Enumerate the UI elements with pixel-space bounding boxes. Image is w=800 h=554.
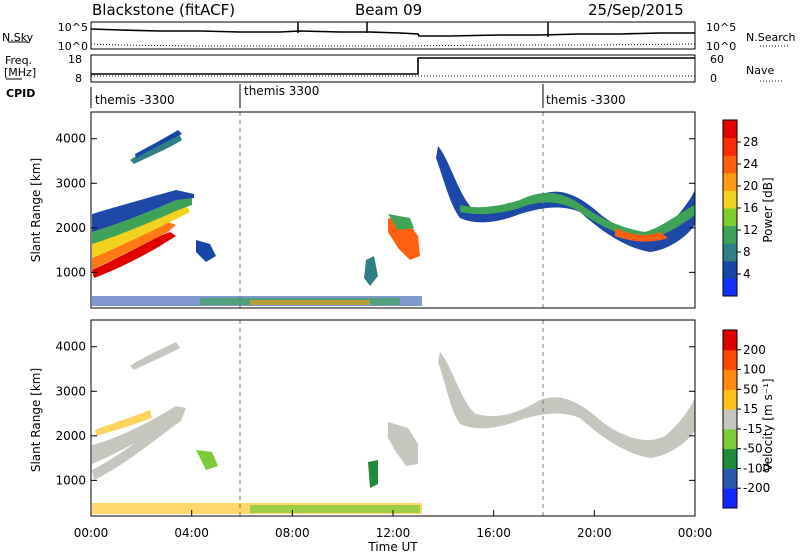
velocity-ylabel: Slant Range [km]: [29, 368, 43, 472]
colorbar-tick-label: -200: [743, 481, 770, 495]
nsearch-label: N.Search: [746, 31, 796, 44]
freq-unit: [MHz]: [4, 66, 37, 79]
colorbar-tick-label: 15: [743, 402, 758, 416]
colorbar-segment: [723, 409, 737, 430]
velocity-colorbar-label: Velocity [m s⁻¹]: [761, 378, 775, 471]
colorbar-segment: [723, 349, 737, 371]
freq-label: Freq.: [5, 54, 33, 67]
xtick-label: 00:00: [74, 526, 109, 540]
ytick-label: 1000: [55, 473, 86, 487]
colorbar-segment: [723, 389, 737, 410]
noise-tick-bottom: 10^0: [58, 40, 88, 53]
nsky-line: [90, 28, 695, 37]
cpid-segment-3: themis -3300: [546, 93, 626, 107]
colorbar-segment: [723, 120, 737, 139]
colorbar-tick-label: 20: [743, 179, 758, 193]
nsky-label: N.Sky: [2, 31, 34, 44]
colorbar-tick-label: 100: [743, 363, 766, 377]
colorbar-segment: [723, 278, 737, 297]
colorbar-segment: [723, 243, 737, 262]
power-panel: Slant Range [km] 1000 2000 3000 4000: [29, 111, 696, 309]
colorbar-segment: [723, 155, 737, 174]
colorbar-segment: [723, 208, 737, 227]
nsearch-line: [90, 43, 696, 47]
colorbar-tick-label: 50: [743, 382, 758, 396]
freq-line: [91, 57, 695, 75]
nave-tick-top: 60: [710, 53, 724, 66]
colorbar-tick-label: -50: [743, 442, 763, 456]
noise-tick-top: 10^5: [58, 21, 88, 34]
colorbar-segment: [723, 260, 737, 279]
xtick-label: 20:00: [577, 526, 612, 540]
velocity-colorbar: 200 100 50 15 -15 -50 -100 -200: [722, 329, 770, 509]
colorbar-tick-label: 24: [743, 157, 758, 171]
cpid-label: CPID: [6, 87, 36, 100]
colorbar-segment: [723, 369, 737, 390]
noise-tick-bottom-right: 10^0: [706, 40, 736, 53]
cpid-segment-1: themis -3300: [95, 93, 175, 107]
colorbar-tick-label: 4: [743, 267, 751, 281]
xtick-label: 12:00: [376, 526, 411, 540]
colorbar-segment: [723, 190, 737, 209]
colorbar-segment: [723, 488, 737, 509]
colorbar-tick-label: -15: [743, 422, 763, 436]
freq-tick-top: 18: [68, 53, 82, 66]
ytick-label: 2000: [55, 221, 86, 235]
colorbar-segment: [723, 468, 737, 489]
colorbar-tick-label: 16: [743, 201, 758, 215]
colorbar-tick-label: -100: [743, 461, 770, 475]
colorbar-segment: [723, 448, 737, 469]
ytick-label: 3000: [55, 384, 86, 398]
colorbar-tick-label: 8: [743, 245, 751, 259]
colorbar-frame: [722, 329, 738, 509]
noise-tick-top-right: 10^5: [706, 21, 736, 34]
power-ylabel: Slant Range [km]: [29, 158, 43, 262]
power-heatmap: [92, 130, 695, 306]
colorbar-tick-label: 12: [743, 223, 758, 237]
beam-label: Beam 09: [355, 1, 423, 19]
noise-panel: 10^5 10^0 10^5 10^0: [8, 21, 790, 53]
ytick-label: 4000: [55, 132, 86, 146]
colorbar-segment: [723, 330, 737, 351]
colorbar-tick-label: 200: [743, 343, 766, 357]
cpid-row: themis -3300 themis 3300 themis -3300: [90, 84, 626, 108]
freq-tick-bottom: 8: [75, 72, 82, 85]
velocity-yaxis: 1000 2000 3000 4000: [55, 340, 695, 487]
velocity-heatmap: [92, 342, 695, 514]
ytick-label: 1000: [55, 265, 86, 279]
xtick-label: 04:00: [174, 526, 209, 540]
colorbar-segment: [723, 428, 737, 450]
xtick-label: 00:00: [678, 526, 713, 540]
colorbar-segment: [723, 172, 737, 191]
power-yaxis: 1000 2000 3000 4000: [55, 132, 695, 279]
power-colorbar: 28 24 20 16 12 8 4: [722, 119, 758, 297]
xtick-label: 08:00: [275, 526, 310, 540]
ytick-label: 2000: [55, 429, 86, 443]
cpid-segment-2: themis 3300: [244, 84, 319, 98]
xtick-label: 16:00: [476, 526, 511, 540]
chart-title: Blackstone (fitACF): [92, 1, 236, 19]
ytick-label: 3000: [55, 176, 86, 190]
velocity-xlabel: Time UT: [367, 540, 418, 554]
power-colorbar-label: Power [dB]: [761, 177, 775, 242]
nave-tick-bottom: 0: [710, 72, 717, 85]
colorbar-segment: [723, 225, 737, 244]
velocity-xaxis: 00:00 04:00 08:00 12:00 16:00 20:00 00:00: [74, 510, 713, 540]
freq-panel: 18 8 60 0: [6, 53, 782, 85]
ytick-label: 4000: [55, 340, 86, 354]
date-label: 25/Sep/2015: [588, 1, 684, 19]
nave-label: Nave: [746, 64, 775, 77]
colorbar-tick-label: 28: [743, 135, 758, 149]
colorbar-segment: [723, 137, 737, 156]
